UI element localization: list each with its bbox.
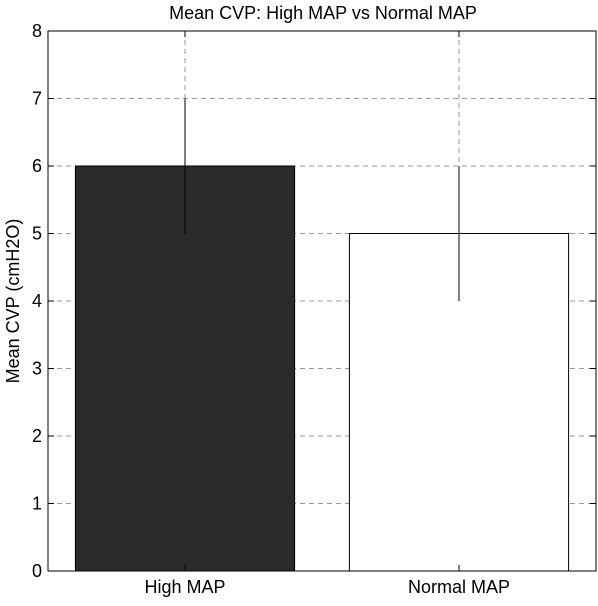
y-tick-label: 8 <box>32 21 42 41</box>
x-tick-label: High MAP <box>144 577 225 597</box>
y-tick-label: 3 <box>32 359 42 379</box>
error-bars <box>184 98 460 301</box>
y-tick-label: 1 <box>32 494 42 514</box>
bars <box>74 165 570 572</box>
y-tick-label: 0 <box>32 561 42 581</box>
y-tick-label: 5 <box>32 224 42 244</box>
axis-ticks: 0 1 2 3 4 5 6 7 8 High MAP Normal MAP <box>32 21 596 597</box>
y-tick-label: 4 <box>32 291 42 311</box>
y-tick-label: 2 <box>32 426 42 446</box>
x-tick-label: Normal MAP <box>408 577 510 597</box>
y-tick-label: 6 <box>32 156 42 176</box>
y-axis-label: Mean CVP (cmH2O) <box>3 219 23 384</box>
y-tick-label: 7 <box>32 89 42 109</box>
chart-title: Mean CVP: High MAP vs Normal MAP <box>169 3 477 23</box>
